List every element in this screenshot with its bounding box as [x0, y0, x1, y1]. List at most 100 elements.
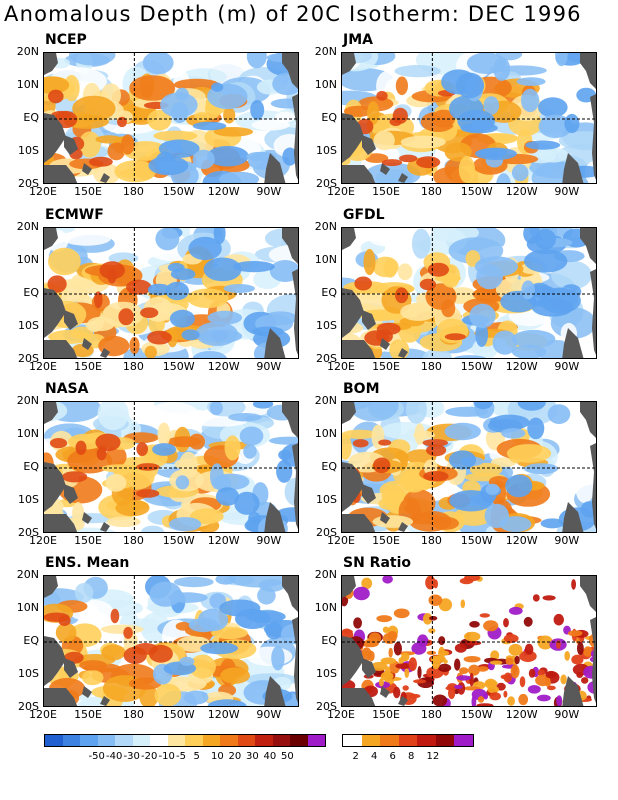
lon-tick-label: 120E — [29, 185, 57, 198]
land-mask — [44, 402, 298, 532]
lat-tick-label: 20S — [18, 352, 39, 365]
lon-tick-label: 120E — [327, 360, 355, 373]
anomaly-field — [44, 402, 298, 532]
lat-tick-label: 20S — [316, 352, 337, 365]
land-mask — [342, 53, 596, 183]
lon-tick-label: 120W — [505, 360, 538, 373]
lon-tick-label: 90W — [256, 360, 282, 373]
lon-tick-label: 150E — [372, 185, 401, 198]
colorbar-label: 50 — [281, 751, 294, 762]
panel-title: JMA — [343, 32, 373, 48]
colorbar-label: 40 — [263, 751, 277, 762]
lon-tick-label: 150W — [460, 708, 493, 721]
lat-tick-label: EQ — [321, 286, 337, 299]
figure-title: Anomalous Depth (m) of 20C Isotherm: DEC… — [4, 2, 582, 26]
colorbar-swatch — [343, 735, 362, 746]
map-panel — [341, 52, 597, 184]
lat-tick-label: 20N — [314, 45, 337, 58]
colorbar-swatches — [44, 734, 326, 747]
lon-tick-label: 150E — [74, 360, 103, 373]
lon-tick-label: 120E — [29, 534, 57, 547]
lat-tick-label: 10N — [314, 78, 337, 91]
colorbar-label: 2 — [352, 751, 359, 762]
lat-tick-label: 10N — [16, 253, 39, 266]
lat-tick-label: 10N — [314, 427, 337, 440]
lat-tick-label: 20S — [18, 177, 39, 190]
lon-tick-label: 120E — [327, 708, 355, 721]
lon-tick-label: 150W — [460, 534, 493, 547]
colorbar-label: 5 — [193, 751, 200, 762]
lon-tick-label: 90W — [256, 534, 282, 547]
lat-tick-label: 10S — [316, 319, 337, 332]
map-panel — [43, 227, 299, 359]
lat-tick-label: 20N — [16, 394, 39, 407]
panel-title: ECMWF — [45, 207, 104, 223]
lat-tick-label: 20S — [316, 526, 337, 539]
lat-tick-label: 10N — [314, 601, 337, 614]
colorbar-label: 12 — [426, 751, 440, 762]
map-panel — [341, 227, 597, 359]
lat-tick-label: EQ — [23, 286, 39, 299]
lon-tick-label: 150W — [162, 360, 195, 373]
colorbar-label: -10 — [158, 751, 175, 762]
anomaly-field — [342, 53, 596, 183]
lon-tick-label: 180 — [122, 360, 144, 373]
anomaly-field — [342, 402, 596, 532]
map-panel — [43, 401, 299, 533]
lat-tick-label: 10S — [316, 667, 337, 680]
colorbar-swatch — [185, 735, 203, 746]
colorbar-swatch — [167, 735, 185, 746]
colorbar-swatch — [435, 735, 454, 746]
colorbar-label: 8 — [408, 751, 415, 762]
lon-tick-label: 120E — [29, 708, 57, 721]
lon-tick-label: 180 — [122, 708, 144, 721]
lon-tick-label: 90W — [256, 185, 282, 198]
lon-tick-label: 150E — [372, 534, 401, 547]
lat-tick-label: 10N — [16, 78, 39, 91]
lon-tick-label: 150W — [162, 185, 195, 198]
land-mask — [44, 53, 298, 183]
land-mask — [44, 576, 298, 706]
colorbar-swatch — [220, 735, 238, 746]
anomaly-field — [44, 576, 298, 706]
panel-title: SN Ratio — [343, 555, 412, 571]
lon-tick-label: 180 — [122, 185, 144, 198]
lon-tick-label: 180 — [420, 534, 442, 547]
lon-tick-label: 150E — [372, 708, 401, 721]
lat-tick-label: 20N — [314, 394, 337, 407]
lat-tick-label: 10S — [316, 144, 337, 157]
lat-tick-label: EQ — [23, 634, 39, 647]
colorbar-swatch — [398, 735, 417, 746]
lat-tick-label: 10S — [18, 493, 39, 506]
lon-tick-label: 90W — [554, 534, 580, 547]
colorbar-label: 20 — [228, 751, 242, 762]
colorbar-swatch — [150, 735, 168, 746]
lon-tick-label: 180 — [420, 708, 442, 721]
colorbar-swatch — [307, 735, 325, 746]
lon-tick-label: 150E — [74, 708, 103, 721]
colorbar-swatch — [255, 735, 273, 746]
colorbar-swatches — [342, 734, 474, 747]
colorbar-label: 6 — [389, 751, 396, 762]
map-panel — [43, 575, 299, 707]
lon-tick-label: 180 — [420, 360, 442, 373]
land-mask — [342, 576, 596, 706]
colorbar-swatch — [132, 735, 150, 746]
lat-tick-label: EQ — [23, 111, 39, 124]
colorbar-swatch — [290, 735, 308, 746]
panel-title: NASA — [45, 381, 89, 397]
lat-tick-label: EQ — [321, 111, 337, 124]
lon-tick-label: 120W — [207, 185, 240, 198]
lon-tick-label: 120W — [207, 360, 240, 373]
colorbar-label: 30 — [246, 751, 259, 762]
colorbar-swatch — [237, 735, 255, 746]
colorbar-label: 10 — [211, 751, 224, 762]
lon-tick-label: 90W — [554, 360, 580, 373]
colorbar-swatch — [272, 735, 290, 746]
lon-tick-label: 120W — [505, 534, 538, 547]
lon-tick-label: 120W — [505, 708, 538, 721]
lat-tick-label: 10N — [16, 427, 39, 440]
land-mask — [44, 228, 298, 358]
lat-tick-label: 20S — [18, 526, 39, 539]
lon-tick-label: 120E — [327, 185, 355, 198]
